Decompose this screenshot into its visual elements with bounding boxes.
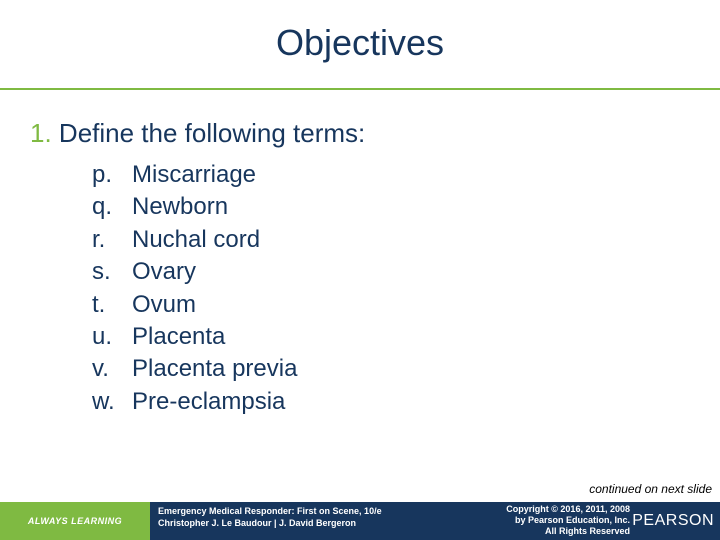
always-learning-badge: ALWAYS LEARNING bbox=[0, 502, 150, 540]
copyright: Copyright © 2016, 2011, 2008 by Pearson … bbox=[506, 504, 630, 536]
list-text: Placenta previa bbox=[132, 353, 297, 385]
footer-bar: Emergency Medical Responder: First on Sc… bbox=[150, 502, 720, 540]
list-item: r.Nuchal cord bbox=[92, 224, 700, 256]
list-item: s.Ovary bbox=[92, 256, 700, 288]
continued-note: continued on next slide bbox=[589, 482, 712, 496]
list-marker: t. bbox=[92, 289, 132, 321]
footer: ALWAYS LEARNING Emergency Medical Respon… bbox=[0, 502, 720, 540]
content-area: 1. Define the following terms: p.Miscarr… bbox=[30, 118, 700, 418]
list-item: w.Pre-eclampsia bbox=[92, 386, 700, 418]
copyright-line: All Rights Reserved bbox=[506, 526, 630, 537]
title-underline bbox=[0, 88, 720, 90]
list-text: Miscarriage bbox=[132, 159, 256, 191]
main-text: Define the following terms: bbox=[59, 118, 365, 148]
list-marker: w. bbox=[92, 386, 132, 418]
book-info: Emergency Medical Responder: First on Sc… bbox=[158, 506, 382, 529]
list-marker: p. bbox=[92, 159, 132, 191]
list-item: t.Ovum bbox=[92, 289, 700, 321]
list-marker: u. bbox=[92, 321, 132, 353]
list-text: Nuchal cord bbox=[132, 224, 260, 256]
book-authors: Christopher J. Le Baudour | J. David Ber… bbox=[158, 518, 382, 530]
list-marker: q. bbox=[92, 191, 132, 223]
main-list-item: 1. Define the following terms: bbox=[30, 118, 700, 149]
list-marker: v. bbox=[92, 353, 132, 385]
slide: { "title": "Objectives", "main_number": … bbox=[0, 0, 720, 540]
list-item: q.Newborn bbox=[92, 191, 700, 223]
list-text: Newborn bbox=[132, 191, 228, 223]
list-text: Placenta bbox=[132, 321, 225, 353]
slide-title: Objectives bbox=[0, 0, 720, 64]
sublist: p.Miscarriage q.Newborn r.Nuchal cord s.… bbox=[92, 159, 700, 418]
list-text: Ovary bbox=[132, 256, 196, 288]
list-marker: s. bbox=[92, 256, 132, 288]
copyright-line: by Pearson Education, Inc. bbox=[506, 515, 630, 526]
list-text: Ovum bbox=[132, 289, 196, 321]
copyright-line: Copyright © 2016, 2011, 2008 bbox=[506, 504, 630, 515]
list-item: v.Placenta previa bbox=[92, 353, 700, 385]
list-item: p.Miscarriage bbox=[92, 159, 700, 191]
pearson-logo: PEARSON bbox=[632, 502, 714, 540]
book-title: Emergency Medical Responder: First on Sc… bbox=[158, 506, 382, 518]
main-number: 1. bbox=[30, 118, 52, 148]
list-item: u.Placenta bbox=[92, 321, 700, 353]
list-text: Pre-eclampsia bbox=[132, 386, 285, 418]
list-marker: r. bbox=[92, 224, 132, 256]
